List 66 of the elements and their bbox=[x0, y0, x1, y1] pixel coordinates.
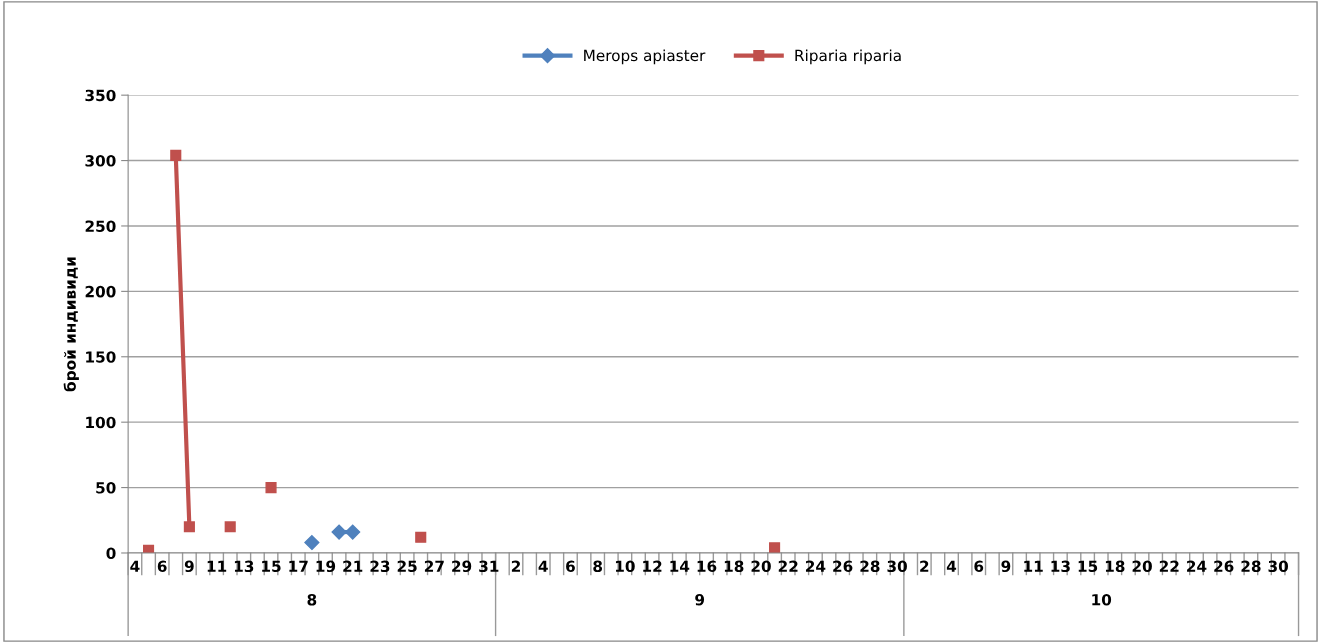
x-tick-label: 13 bbox=[234, 560, 254, 573]
x-tick-label: 15 bbox=[1078, 560, 1098, 573]
x-tick-label: 2 bbox=[511, 560, 520, 572]
x-tick-label: 4 bbox=[130, 560, 140, 572]
x-tick-label: 6 bbox=[974, 560, 984, 573]
point bbox=[224, 521, 236, 533]
x-tick-label: 13 bbox=[1051, 560, 1070, 573]
x-tick-label: 26 bbox=[1214, 560, 1234, 573]
y-tick-label: 200 bbox=[85, 285, 116, 298]
point bbox=[183, 521, 195, 533]
text: 8 bbox=[307, 593, 317, 606]
x-tick-label: 27 bbox=[424, 560, 444, 572]
x-tick-label: 22 bbox=[778, 560, 798, 572]
x-tick-label: 11 bbox=[207, 560, 227, 572]
x-tick-label: 28 bbox=[860, 560, 880, 573]
x-tick-label: 30 bbox=[887, 560, 907, 573]
x-tick-label: 24 bbox=[805, 560, 826, 572]
point bbox=[415, 531, 427, 543]
legend-label: Riparia riparia bbox=[795, 49, 901, 65]
x-tick-label: 20 bbox=[1132, 560, 1152, 573]
x-tick-label: 19 bbox=[316, 560, 336, 573]
x-tick-label: 8 bbox=[593, 560, 603, 573]
point bbox=[265, 482, 277, 494]
y-axis-title: брой индивиди bbox=[63, 257, 79, 392]
x-tick-label: 30 bbox=[1268, 560, 1289, 573]
x-tick-label: 12 bbox=[643, 560, 662, 572]
y-tick-label: 250 bbox=[85, 220, 116, 232]
x-tick-label: 6 bbox=[157, 560, 167, 573]
x-tick-label: 29 bbox=[452, 560, 472, 573]
x-tick-label: 28 bbox=[1241, 560, 1261, 573]
x-tick-label: 9 bbox=[184, 560, 194, 573]
point bbox=[304, 534, 320, 551]
point bbox=[170, 149, 182, 161]
x-tick-label: 14 bbox=[670, 560, 690, 572]
x-tick-label: 26 bbox=[833, 560, 853, 573]
point bbox=[345, 524, 361, 540]
y-tick-label: 350 bbox=[85, 89, 116, 102]
x-tick-label: 15 bbox=[262, 560, 281, 573]
x-tick-label: 24 bbox=[1187, 560, 1207, 572]
x-tick-label: 16 bbox=[697, 560, 717, 573]
x-tick-label: 21 bbox=[343, 560, 363, 572]
x-tick-label: 18 bbox=[724, 560, 744, 573]
x-tick-label: 31 bbox=[479, 560, 499, 573]
text: 9 bbox=[695, 593, 705, 606]
x-tick-label: 25 bbox=[397, 560, 417, 573]
x-tick-label: 17 bbox=[289, 560, 308, 572]
y-tick-label: 150 bbox=[86, 351, 116, 363]
x-tick-label: 18 bbox=[1105, 560, 1125, 573]
x-tick-label: 10 bbox=[615, 560, 635, 573]
y-tick-label: 0 bbox=[106, 547, 116, 559]
x-tick-label: 20 bbox=[751, 560, 771, 573]
x-tick-label: 4 bbox=[538, 560, 548, 572]
x-tick-label: 6 bbox=[566, 560, 575, 573]
x-tick-label: 11 bbox=[1024, 560, 1043, 572]
x-tick-label: 23 bbox=[370, 560, 390, 573]
x-tick-label: 22 bbox=[1159, 560, 1179, 572]
y-tick-label: 300 bbox=[85, 155, 116, 167]
x-tick-label: 9 bbox=[1001, 560, 1011, 573]
legend-label: Merops apiaster bbox=[584, 49, 706, 65]
x-tick-label: 4 bbox=[946, 560, 957, 572]
x-tick-label: 2 bbox=[920, 560, 929, 572]
y-tick-label: 100 bbox=[86, 416, 116, 429]
point bbox=[331, 524, 347, 540]
text: 10 bbox=[1092, 593, 1112, 606]
y-tick-label: 50 bbox=[96, 482, 116, 494]
point bbox=[769, 542, 781, 553]
